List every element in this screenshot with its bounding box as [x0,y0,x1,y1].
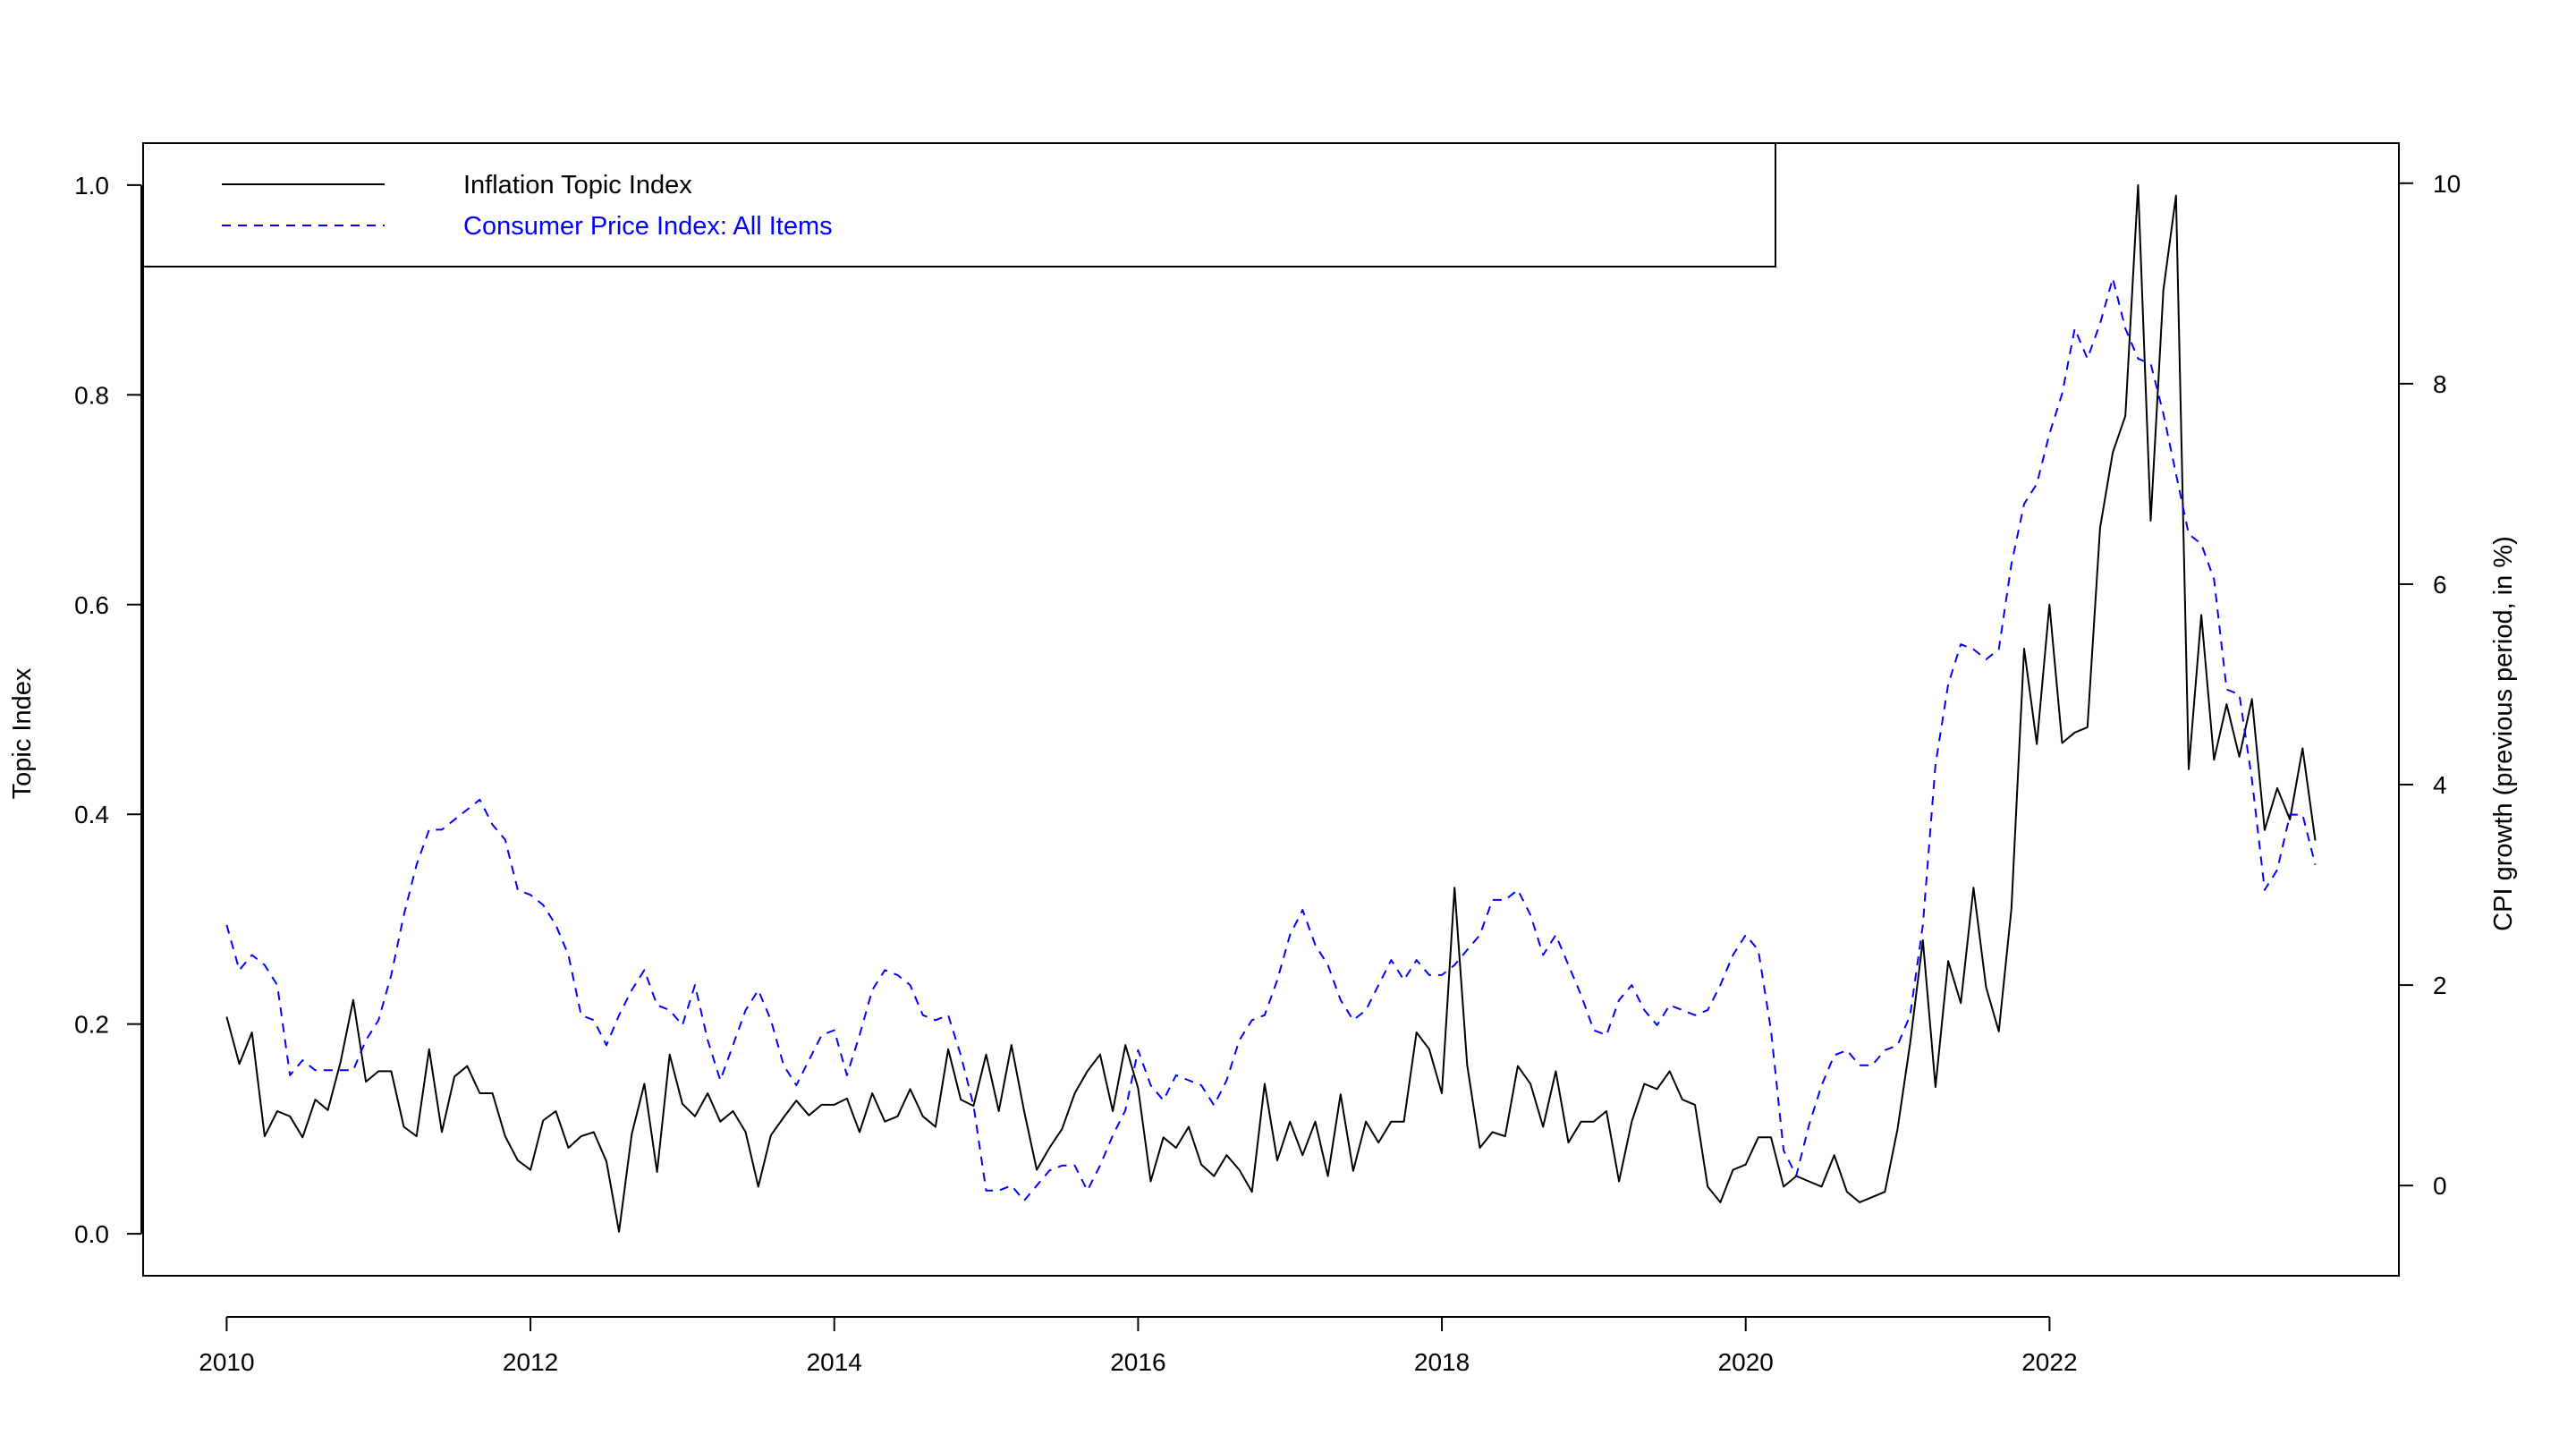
y-axis-right: 0 2 4 6 8 10 [2398,170,2461,1200]
x-tick-label: 2022 [2021,1348,2077,1376]
y-right-tick-label: 8 [2433,370,2447,398]
y-axis-left-title: Topic Index [8,667,37,799]
y-left-tick-label: 0.6 [74,591,109,619]
legend-box [142,142,1776,267]
x-tick-label: 2010 [199,1348,254,1376]
legend-label-cpi: Consumer Price Index: All Items [463,212,833,241]
y-left-tick-label: 0.2 [74,1011,109,1039]
x-tick-label: 2014 [807,1348,862,1376]
x-tick-label: 2012 [503,1348,558,1376]
x-axis: 2010 2012 2014 2016 2018 2020 2022 [199,1316,2078,1376]
y-left-tick-label: 1.0 [74,172,109,200]
x-tick-label: 2018 [1414,1348,1470,1376]
y-right-tick-label: 4 [2433,771,2447,799]
y-right-tick-label: 6 [2433,571,2447,599]
series-line-topic-index [225,183,2317,1233]
y-left-tick-label: 0.8 [74,381,109,409]
series-layer [225,183,2317,1233]
y-axis-right-title: CPI growth (previous period, in %) [2489,536,2518,931]
y-right-tick-label: 2 [2433,972,2447,999]
series-line-cpi [225,277,2317,1201]
y-right-tick-label: 10 [2433,170,2461,198]
y-axis-left: 0.0 0.2 0.4 0.6 0.8 1.0 [74,172,142,1248]
legend: Inflation Topic Index Consumer Price Ind… [142,142,1776,267]
x-tick-label: 2016 [1110,1348,1165,1376]
legend-label-topic-index: Inflation Topic Index [463,171,692,200]
y-left-tick-label: 0.4 [74,801,109,828]
plot-frame [142,142,2400,1277]
y-left-tick-label: 0.0 [74,1220,109,1248]
y-right-tick-label: 0 [2433,1172,2447,1200]
x-tick-label: 2020 [1718,1348,1774,1376]
